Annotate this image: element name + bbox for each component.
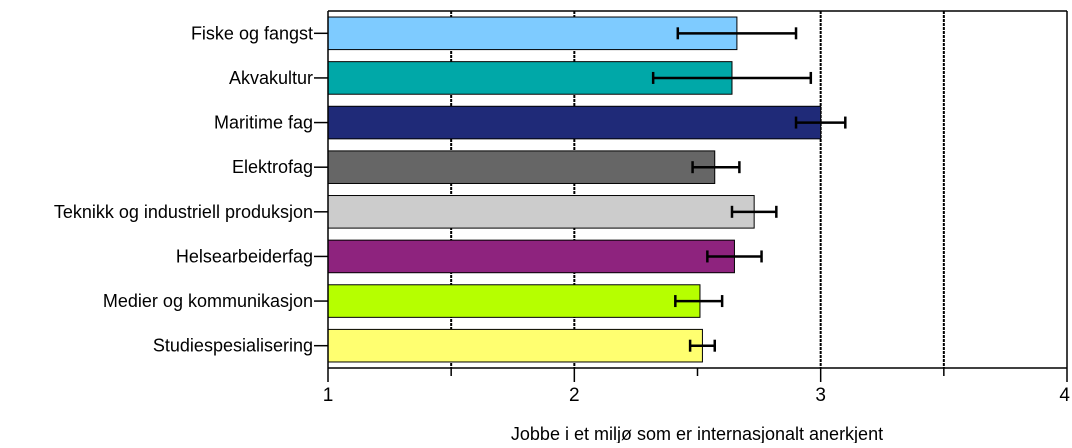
- category-label: Medier og kommunikasjon: [103, 291, 313, 311]
- x-axis-title: Jobbe i et miljø som er internasjonalt a…: [511, 424, 883, 443]
- bar: [327, 328, 703, 363]
- bar: [327, 105, 822, 140]
- category-label: Fiske og fangst: [191, 23, 313, 43]
- x-tick-label: 1: [323, 385, 334, 406]
- x-tick-label: 4: [1059, 385, 1070, 406]
- bar: [327, 150, 716, 184]
- bar: [327, 239, 735, 274]
- error-bars: [651, 27, 847, 352]
- bar: [327, 284, 701, 318]
- category-label: Elektrofag: [232, 157, 313, 177]
- x-tick-label: 3: [815, 385, 826, 406]
- bars: [327, 16, 822, 363]
- category-label: Helsearbeiderfag: [176, 246, 313, 266]
- axes: Fiske og fangst Akvakultur Maritime fag Ele…: [54, 10, 1070, 406]
- category-label: Teknikk og industriell produksjon: [54, 202, 313, 222]
- bar: [327, 195, 755, 229]
- category-label: Studiespesialisering: [153, 336, 313, 356]
- x-tick-label: 2: [569, 385, 580, 406]
- bar: [327, 16, 738, 51]
- category-label: Akvakultur: [229, 68, 313, 88]
- category-label: Maritime fag: [214, 113, 313, 133]
